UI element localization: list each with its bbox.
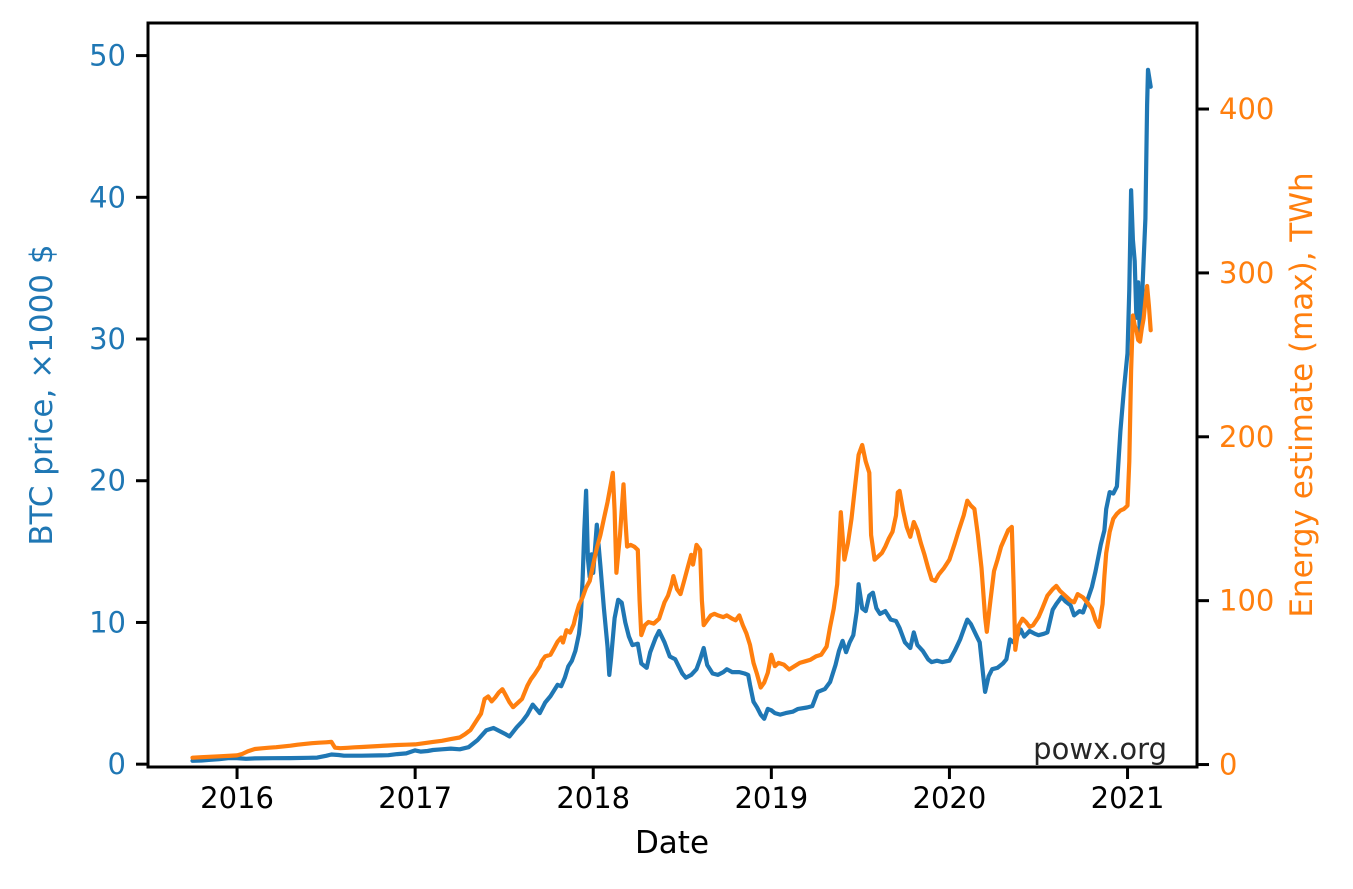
left-y-tick-label: 0 <box>108 747 126 781</box>
plot-frame <box>146 21 1199 769</box>
right-y-tick-label: 100 <box>1219 584 1274 618</box>
left-y-tick-label: 50 <box>89 39 126 73</box>
energy-estimate-line <box>190 283 1153 760</box>
right-y-axis-title: Energy estimate (max), TWh <box>1284 172 1320 617</box>
x-axis-title: Date <box>635 825 709 861</box>
x-tick-label: 2021 <box>1091 781 1165 815</box>
right-y-tick-label: 400 <box>1219 92 1274 126</box>
right-y-tick-label: 300 <box>1219 256 1274 290</box>
left-y-tick-label: 20 <box>89 464 126 498</box>
powx-org-annotation: powx.org <box>1033 732 1167 766</box>
left-y-axis-title: BTC price, ×1000 $ <box>24 244 60 545</box>
plot-area: 2016 2017 2018 2019 2020 2021 0 10 20 30 40 50 0 100 2… <box>89 21 1274 815</box>
left-y-tick-label: 40 <box>89 180 126 214</box>
x-tick-label: 2018 <box>556 781 630 815</box>
btc-price-line <box>190 67 1153 763</box>
x-tick-label: 2017 <box>378 781 452 815</box>
right-y-tick-label: 200 <box>1219 420 1274 454</box>
left-y-tick-label: 10 <box>89 605 126 639</box>
x-tick-label: 2019 <box>734 781 808 815</box>
right-y-tick-label: 0 <box>1219 748 1237 782</box>
left-y-tick-label: 30 <box>89 322 126 356</box>
x-tick-label: 2020 <box>913 781 987 815</box>
x-tick-label: 2016 <box>200 781 274 815</box>
